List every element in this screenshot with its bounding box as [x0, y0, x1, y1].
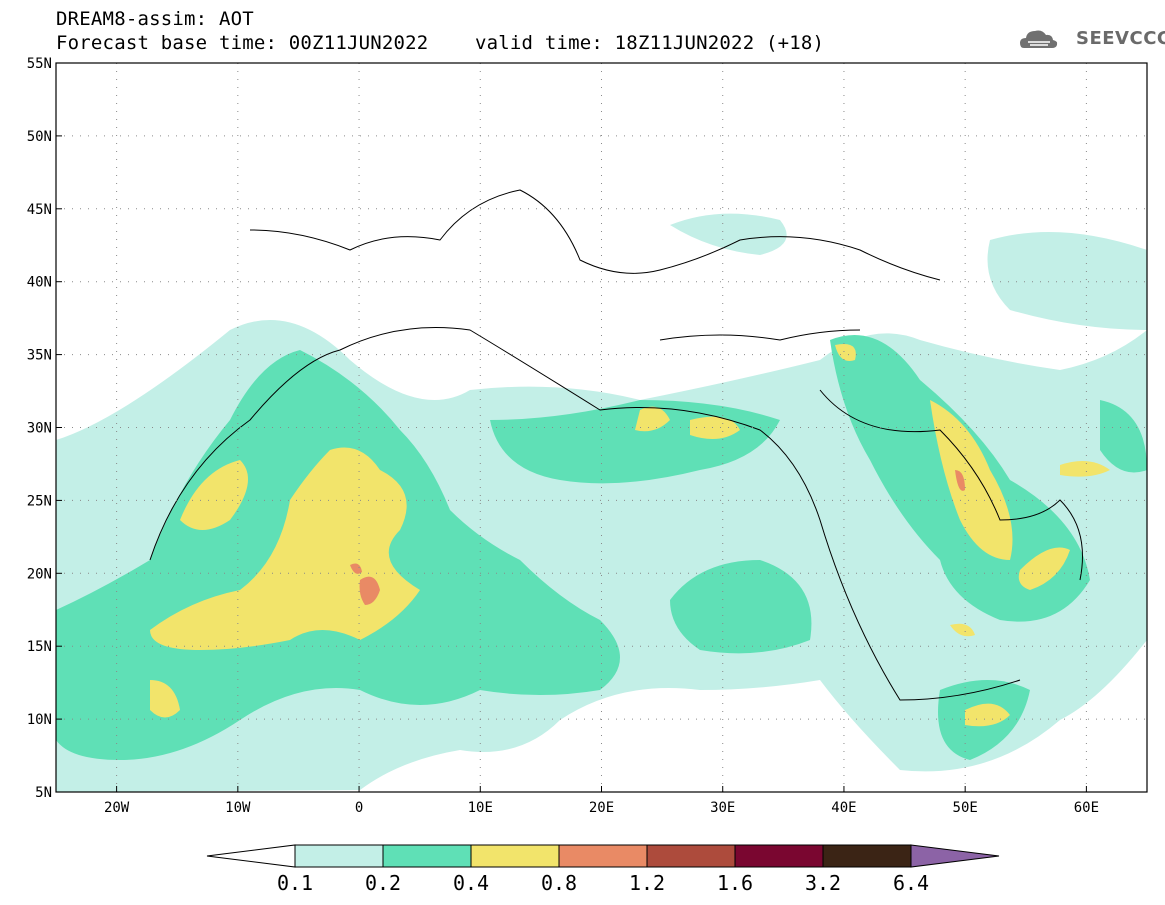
- colorbar-label: 0.2: [365, 871, 401, 895]
- colorbar-label: 3.2: [805, 871, 841, 895]
- lon-tick-label: 10E: [468, 800, 493, 816]
- longitude-axis: 20W 10W 0 10E 20E 30E 40E 50E 60E: [104, 786, 1099, 816]
- aot-contour-0-8: [350, 470, 965, 605]
- lon-tick-label: 20W: [104, 800, 130, 816]
- lat-tick-label: 5N: [35, 785, 52, 801]
- lon-tick-label: 40E: [831, 800, 856, 816]
- lat-tick-label: 35N: [27, 348, 52, 364]
- cloud-icon: [1020, 30, 1058, 48]
- lon-tick-label: 60E: [1074, 800, 1099, 816]
- colorbar-segment: [382, 844, 472, 868]
- lon-tick-label: 30E: [710, 800, 735, 816]
- colorbar-label: 0.4: [453, 871, 489, 895]
- lat-tick-label: 25N: [27, 493, 52, 509]
- lat-tick-label: 45N: [27, 202, 52, 218]
- colorbar-label: 1.6: [717, 871, 753, 895]
- chart-title: DREAM8-assim: AOT: [56, 8, 254, 30]
- lat-tick-label: 30N: [27, 421, 52, 437]
- colorbar: 0.1 0.2 0.4 0.8 1.2 1.6 3.2 6.4: [206, 844, 1000, 895]
- colorbar-label: 0.8: [541, 871, 577, 895]
- colorbar-low-arrow: [206, 844, 296, 868]
- chart-subtitle: Forecast base time: 00Z11JUN2022 valid t…: [56, 32, 825, 54]
- coastlines-borders: [149, 189, 1083, 701]
- colorbar-label: 6.4: [893, 871, 929, 895]
- colorbar-high-arrow: [910, 844, 1000, 868]
- colorbar-segment: [470, 844, 560, 868]
- lon-tick-label: 50E: [953, 800, 978, 816]
- colorbar-label: 1.2: [629, 871, 665, 895]
- lat-tick-label: 10N: [27, 712, 52, 728]
- lon-tick-label: 10W: [225, 800, 251, 816]
- lon-tick-label: 20E: [589, 800, 614, 816]
- lat-tick-label: 40N: [27, 275, 52, 291]
- lat-tick-label: 50N: [27, 129, 52, 145]
- colorbar-segment: [294, 844, 384, 868]
- lon-tick-label: 0: [355, 800, 363, 816]
- latitude-axis: 5N 10N 15N 20N 25N 30N 35N 40N 45N 50N 55N: [27, 56, 62, 801]
- aot-contour-0-4: [150, 344, 1110, 727]
- colorbar-segment: [734, 844, 824, 868]
- colorbar-segment: [822, 844, 912, 868]
- colorbar-label: 0.1: [277, 871, 313, 895]
- lat-tick-label: 15N: [27, 639, 52, 655]
- lat-tick-label: 55N: [27, 56, 52, 72]
- aot-field-layer: [56, 213, 1147, 792]
- colorbar-segment: [646, 844, 736, 868]
- colorbar-segment: [558, 844, 648, 868]
- lat-tick-label: 20N: [27, 566, 52, 582]
- logo-text: SEEVCCC: [1076, 28, 1165, 49]
